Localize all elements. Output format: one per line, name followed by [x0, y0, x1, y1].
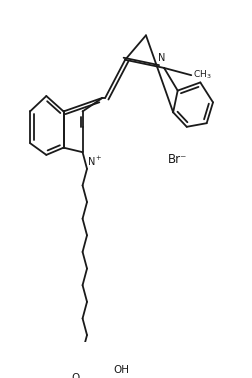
Text: N$^+$: N$^+$ — [87, 155, 102, 168]
Text: O: O — [71, 372, 80, 378]
Text: CH$_3$: CH$_3$ — [192, 69, 211, 81]
Text: OH: OH — [113, 365, 129, 375]
Text: Br⁻: Br⁻ — [167, 153, 186, 166]
Text: N: N — [157, 53, 164, 62]
